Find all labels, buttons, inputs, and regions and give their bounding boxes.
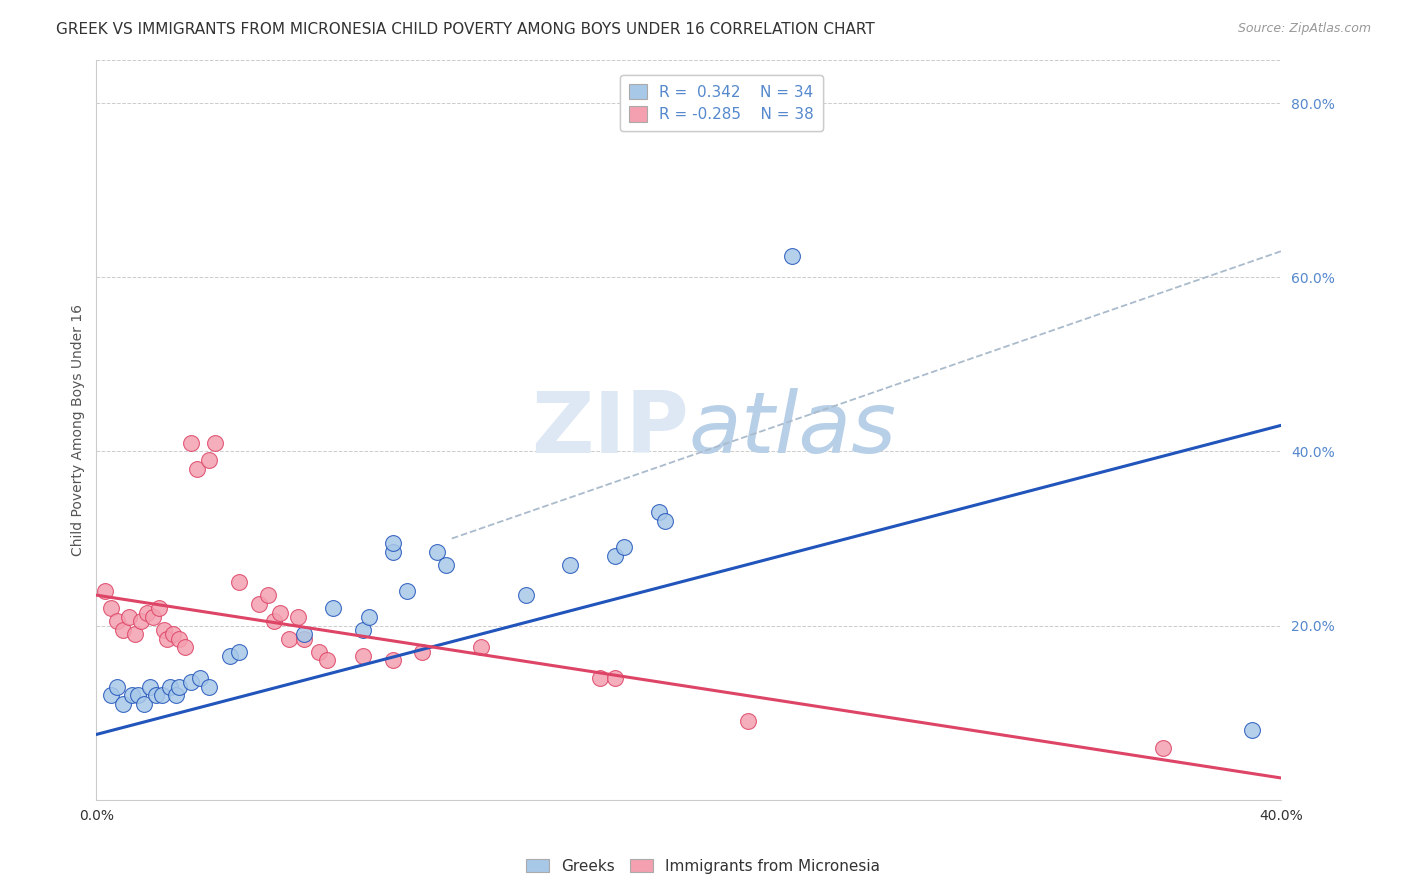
Point bbox=[247, 597, 270, 611]
Point bbox=[603, 671, 626, 685]
Point bbox=[381, 536, 404, 550]
Point bbox=[105, 614, 128, 628]
Text: Source: ZipAtlas.com: Source: ZipAtlas.com bbox=[1237, 22, 1371, 36]
Point bbox=[352, 649, 374, 664]
Point bbox=[169, 680, 191, 694]
Point bbox=[159, 680, 181, 694]
Point bbox=[135, 606, 157, 620]
Point bbox=[165, 688, 187, 702]
Point bbox=[1240, 723, 1263, 737]
Point bbox=[292, 632, 315, 646]
Point bbox=[257, 588, 280, 602]
Legend: Greeks, Immigrants from Micronesia: Greeks, Immigrants from Micronesia bbox=[520, 853, 886, 880]
Point bbox=[263, 614, 285, 628]
Point bbox=[654, 514, 676, 528]
Point bbox=[560, 558, 582, 572]
Point bbox=[648, 505, 671, 519]
Point bbox=[292, 627, 315, 641]
Point bbox=[174, 640, 197, 655]
Point bbox=[357, 610, 380, 624]
Point bbox=[148, 601, 170, 615]
Point bbox=[180, 435, 202, 450]
Point bbox=[613, 540, 636, 554]
Point bbox=[515, 588, 537, 602]
Point bbox=[228, 575, 250, 590]
Point bbox=[277, 632, 299, 646]
Point bbox=[308, 645, 330, 659]
Point bbox=[94, 583, 117, 598]
Point bbox=[470, 640, 492, 655]
Point bbox=[186, 462, 208, 476]
Point bbox=[737, 714, 759, 729]
Point bbox=[169, 632, 191, 646]
Point bbox=[100, 601, 122, 615]
Y-axis label: Child Poverty Among Boys Under 16: Child Poverty Among Boys Under 16 bbox=[72, 303, 86, 556]
Point bbox=[198, 680, 221, 694]
Point bbox=[381, 653, 404, 667]
Point bbox=[180, 675, 202, 690]
Legend: R =  0.342    N = 34, R = -0.285    N = 38: R = 0.342 N = 34, R = -0.285 N = 38 bbox=[620, 75, 824, 131]
Point bbox=[782, 248, 804, 262]
Point bbox=[316, 653, 339, 667]
Point bbox=[381, 544, 404, 558]
Point bbox=[121, 688, 143, 702]
Point bbox=[204, 435, 226, 450]
Point bbox=[162, 627, 184, 641]
Point bbox=[105, 680, 128, 694]
Point bbox=[100, 688, 122, 702]
Point bbox=[218, 649, 240, 664]
Point bbox=[150, 688, 173, 702]
Point bbox=[269, 606, 291, 620]
Point bbox=[129, 614, 152, 628]
Text: GREEK VS IMMIGRANTS FROM MICRONESIA CHILD POVERTY AMONG BOYS UNDER 16 CORRELATIO: GREEK VS IMMIGRANTS FROM MICRONESIA CHIL… bbox=[56, 22, 875, 37]
Point bbox=[188, 671, 211, 685]
Point bbox=[228, 645, 250, 659]
Point bbox=[434, 558, 457, 572]
Point bbox=[142, 610, 165, 624]
Point bbox=[145, 688, 167, 702]
Point bbox=[411, 645, 433, 659]
Point bbox=[138, 680, 160, 694]
Point bbox=[127, 688, 149, 702]
Point bbox=[111, 623, 134, 637]
Point bbox=[322, 601, 344, 615]
Text: ZIP: ZIP bbox=[531, 388, 689, 471]
Point bbox=[603, 549, 626, 563]
Point bbox=[352, 623, 374, 637]
Point bbox=[287, 610, 309, 624]
Text: atlas: atlas bbox=[689, 388, 897, 471]
Point bbox=[426, 544, 449, 558]
Point bbox=[198, 453, 221, 467]
Point bbox=[124, 627, 146, 641]
Point bbox=[1152, 740, 1174, 755]
Point bbox=[111, 697, 134, 711]
Point bbox=[396, 583, 419, 598]
Point bbox=[118, 610, 141, 624]
Point bbox=[156, 632, 179, 646]
Point bbox=[132, 697, 155, 711]
Point bbox=[153, 623, 176, 637]
Point bbox=[589, 671, 612, 685]
